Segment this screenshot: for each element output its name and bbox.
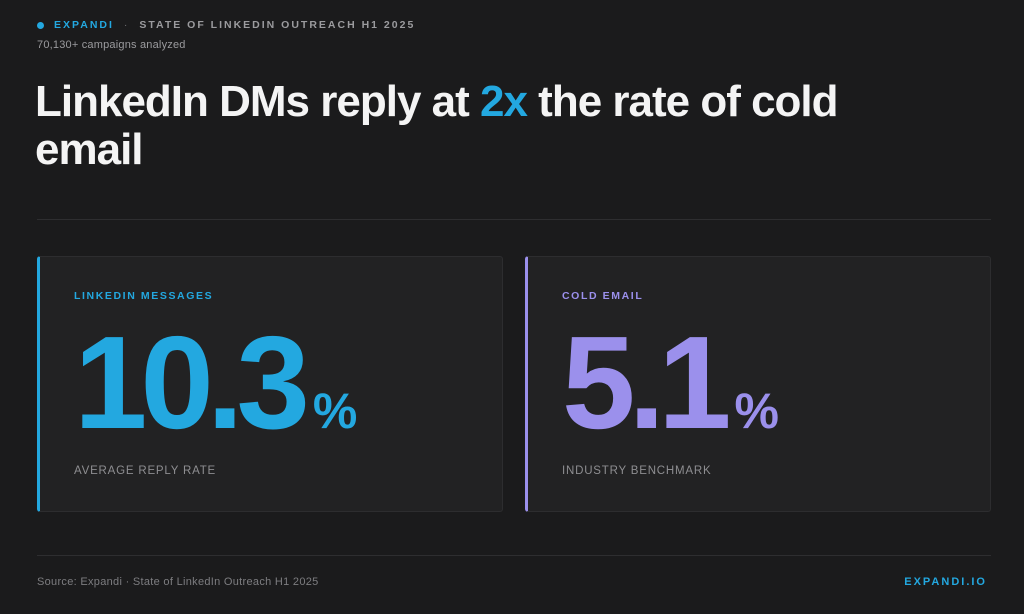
stat-value: 10.3 % [74,317,357,449]
stat-number: 10.3 [74,309,310,456]
report-title: STATE OF LINKEDIN OUTREACH H1 2025 [139,19,416,31]
source-note: Source: Expandi · State of LinkedIn Outr… [37,576,319,588]
headline-before: LinkedIn DMs reply at [35,77,480,126]
eyebrow: EXPANDI · STATE OF LINKEDIN OUTREACH H1 … [37,19,415,31]
linkedin-stat-card: LINKEDIN MESSAGES 10.3 % AVERAGE REPLY R… [37,256,503,512]
campaigns-count: 70,130+ campaigns analyzed [37,39,186,51]
divider-top [37,219,991,220]
stat-value: 5.1 % [562,317,779,449]
divider-bottom [37,555,991,556]
headline: LinkedIn DMs reply at 2x the rate of col… [35,78,935,174]
headline-after: the rate of cold email [35,77,839,174]
stat-unit: % [734,383,779,439]
card-label: COLD EMAIL [562,290,644,302]
card-caption: AVERAGE REPLY RATE [74,465,217,477]
card-label: LINKEDIN MESSAGES [74,290,214,302]
card-caption: INDUSTRY BENCHMARK [562,465,712,477]
headline-highlight: 2x [479,77,528,126]
brand-name: EXPANDI [54,19,114,31]
site-link[interactable]: EXPANDI.IO [904,576,987,588]
separator: · [123,19,130,31]
brand-dot-icon [37,21,44,29]
cold-email-stat-card: COLD EMAIL 5.1 % INDUSTRY BENCHMARK [525,256,991,512]
stat-number: 5.1 [562,309,731,456]
stat-unit: % [312,383,358,439]
